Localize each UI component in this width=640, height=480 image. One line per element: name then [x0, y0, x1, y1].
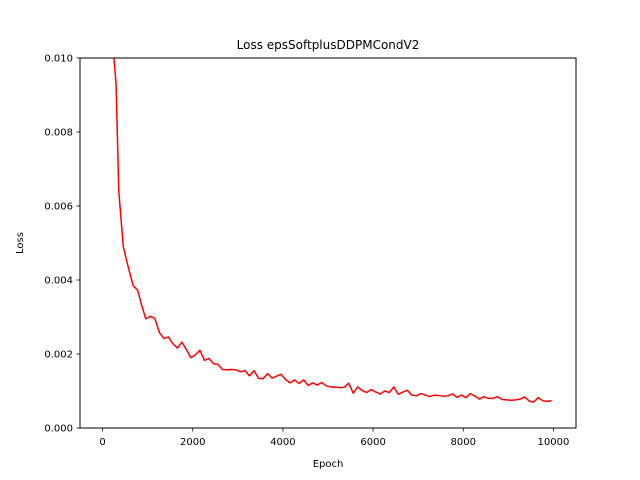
x-tick-label: 6000 [360, 437, 385, 448]
y-tick-label: 0.002 [44, 350, 73, 361]
y-tick-label: 0.006 [44, 202, 73, 213]
y-tick-label: 0.004 [44, 276, 73, 287]
y-tick-label: 0.008 [44, 128, 73, 139]
x-tick-label: 0 [99, 437, 105, 448]
x-axis-label: Epoch [313, 459, 344, 470]
series-layer [113, 58, 552, 403]
x-axis: 0 2000 4000 6000 8000 10000 [99, 428, 569, 448]
y-tick-label: 0.010 [44, 54, 73, 65]
plot-area-frame [79, 57, 577, 429]
x-tick-label: 10000 [538, 437, 570, 448]
y-axis-label: Loss [15, 232, 26, 254]
x-tick-label: 2000 [180, 437, 205, 448]
loss-series-line [113, 58, 552, 403]
y-tick-label: 0.000 [44, 424, 73, 435]
y-axis: 0.000 0.002 0.004 0.006 0.008 0.010 [44, 54, 80, 435]
chart-title: Loss epsSoftplusDDPMCondV2 [237, 38, 420, 52]
x-tick-label: 4000 [270, 437, 295, 448]
x-tick-label: 8000 [451, 437, 476, 448]
